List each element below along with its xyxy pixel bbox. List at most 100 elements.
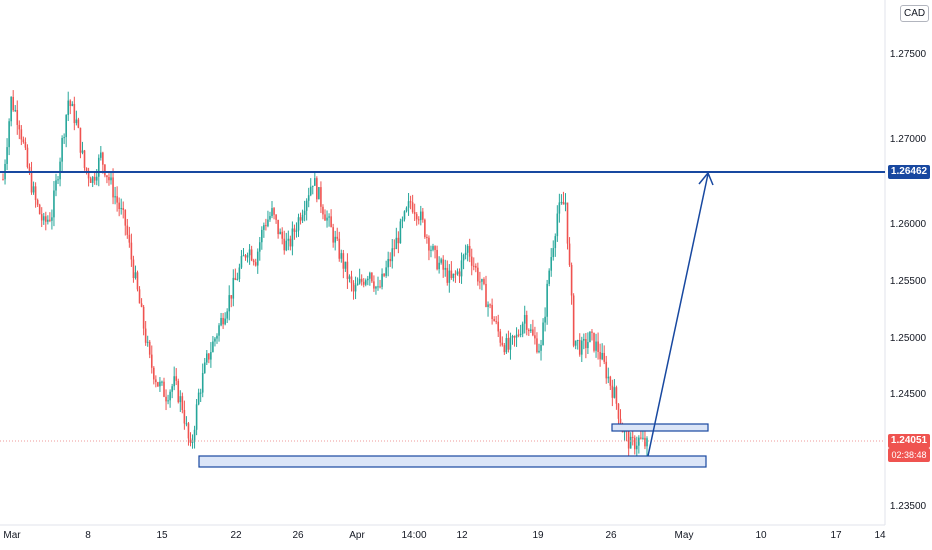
candle-body bbox=[511, 336, 514, 338]
candle-body bbox=[578, 340, 581, 355]
candle-body bbox=[222, 317, 224, 325]
candle-body bbox=[32, 186, 35, 193]
candle-body bbox=[383, 273, 385, 276]
candle-body bbox=[405, 207, 408, 212]
candle-body bbox=[605, 361, 608, 379]
candle-body bbox=[85, 167, 88, 171]
candle-body bbox=[44, 216, 47, 222]
y-tick-label: 1.27000 bbox=[889, 134, 927, 145]
candle-body bbox=[30, 171, 33, 193]
candle-body bbox=[477, 267, 479, 282]
y-tick-label: 1.27500 bbox=[889, 49, 927, 60]
x-tick-label: Apr bbox=[349, 530, 365, 541]
candle-body bbox=[638, 437, 640, 446]
candle-body bbox=[456, 271, 459, 275]
candle-body bbox=[320, 187, 322, 207]
small-zone[interactable] bbox=[611, 423, 709, 432]
candle-body bbox=[640, 437, 642, 439]
candle-body bbox=[332, 227, 334, 243]
candle-body bbox=[544, 316, 546, 323]
candle-body bbox=[179, 396, 182, 403]
candle-body bbox=[517, 334, 520, 336]
x-tick-label: 8 bbox=[85, 530, 91, 541]
candle-body bbox=[234, 277, 237, 280]
candle-body bbox=[195, 404, 198, 430]
candle-body bbox=[585, 338, 587, 349]
candle-body bbox=[336, 236, 339, 239]
candle-body bbox=[340, 253, 343, 259]
candle-body bbox=[157, 382, 159, 387]
support-zone[interactable] bbox=[198, 455, 707, 468]
candle-body bbox=[344, 261, 347, 269]
candle-body bbox=[210, 352, 212, 360]
candle-body bbox=[426, 237, 428, 239]
candle-body bbox=[440, 259, 442, 263]
candle-body bbox=[126, 225, 129, 235]
candle-body bbox=[163, 381, 165, 397]
candle-body bbox=[42, 216, 45, 221]
candle-body bbox=[134, 272, 137, 279]
candle-body bbox=[36, 199, 39, 205]
candle-body bbox=[77, 119, 80, 128]
candle-body bbox=[513, 336, 516, 338]
candle-body bbox=[328, 216, 330, 218]
currency-badge[interactable]: CAD bbox=[900, 5, 930, 22]
candle-body bbox=[116, 196, 118, 203]
candle-body bbox=[256, 251, 259, 266]
candle-body bbox=[542, 322, 544, 345]
candle-body bbox=[442, 259, 445, 270]
candle-body bbox=[252, 260, 255, 263]
candle-body bbox=[379, 286, 381, 288]
candle-body bbox=[530, 329, 532, 332]
candle-body bbox=[576, 340, 579, 342]
candle-body bbox=[250, 249, 253, 261]
x-tick-label: 14:00 bbox=[401, 530, 427, 541]
projection-arrow[interactable] bbox=[647, 173, 709, 457]
candle-body bbox=[309, 186, 312, 196]
candle-body bbox=[509, 337, 512, 350]
candle-body bbox=[348, 276, 351, 279]
candle-body bbox=[20, 129, 23, 140]
countdown-tag: 02:38:48 bbox=[888, 448, 930, 462]
candle-body bbox=[104, 164, 106, 176]
candle-body bbox=[607, 376, 610, 379]
candle-body bbox=[646, 438, 648, 447]
candle-body bbox=[224, 318, 226, 325]
candle-body bbox=[16, 110, 19, 125]
candle-body bbox=[246, 255, 249, 258]
candle-body bbox=[301, 214, 304, 221]
candle-body bbox=[468, 245, 471, 257]
candle-body bbox=[136, 272, 139, 290]
candle-body bbox=[197, 392, 200, 405]
candle-body bbox=[375, 286, 377, 289]
candle-body bbox=[311, 185, 314, 187]
candle-body bbox=[216, 335, 218, 339]
candle-body bbox=[397, 237, 400, 244]
candle-body bbox=[118, 202, 120, 210]
candle-body bbox=[489, 304, 491, 306]
candle-body bbox=[193, 429, 196, 441]
candle-body bbox=[403, 211, 406, 220]
candle-body bbox=[371, 272, 373, 282]
candle-body bbox=[205, 353, 208, 363]
candle-body bbox=[106, 175, 108, 178]
candle-body bbox=[22, 139, 25, 143]
candle-body bbox=[521, 323, 524, 334]
candle-body bbox=[564, 202, 567, 205]
candle-body bbox=[603, 352, 606, 362]
candle-body bbox=[108, 177, 110, 181]
candle-body bbox=[28, 166, 31, 172]
candle-body bbox=[14, 110, 17, 112]
candle-body bbox=[150, 354, 153, 368]
candle-body bbox=[629, 436, 632, 449]
candle-body bbox=[583, 338, 585, 341]
candle-body bbox=[413, 212, 416, 215]
candle-body bbox=[422, 211, 424, 220]
candle-body bbox=[417, 219, 420, 221]
candle-body bbox=[91, 176, 94, 183]
candle-body bbox=[534, 335, 536, 339]
candle-body bbox=[503, 345, 506, 353]
candle-body bbox=[356, 283, 359, 286]
candle-body bbox=[291, 228, 294, 247]
